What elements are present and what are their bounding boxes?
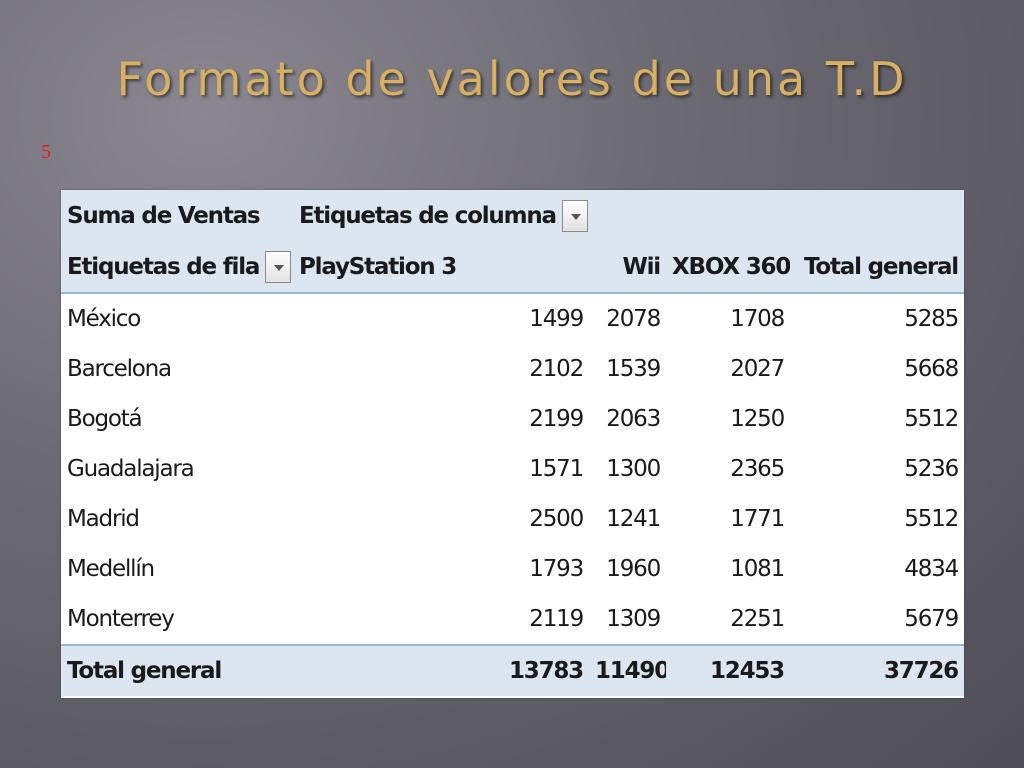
grand-total-value: 12453 — [666, 644, 790, 696]
table-cell: 1793 — [529, 556, 584, 582]
table-cell: 1241 — [606, 506, 661, 532]
row-label: Guadalajara — [67, 456, 195, 482]
table-cell: 1960 — [606, 556, 661, 582]
column-filter-dropdown-icon[interactable] — [561, 199, 588, 232]
grand-total-value: 11490 — [589, 644, 666, 696]
table-cell: 4834 — [904, 556, 959, 582]
row-filter-dropdown-icon[interactable] — [265, 250, 292, 283]
table-row: Guadalajara 1571 1300 2365 5236 — [61, 444, 964, 494]
table-cell: 2119 — [529, 606, 584, 632]
table-cell: 2102 — [529, 356, 584, 382]
row-label: Barcelona — [67, 356, 172, 382]
column-labels-text: Etiquetas de columna — [299, 202, 557, 229]
table-cell: 5285 — [904, 306, 959, 332]
table-cell: 1300 — [606, 456, 661, 482]
table-cell: 1539 — [606, 356, 661, 382]
column-header: Wii — [589, 241, 666, 294]
table-cell: 5668 — [904, 356, 959, 382]
pivot-table: Suma de Ventas Etiquetas de columna Etiq… — [61, 190, 964, 698]
grand-total-row: Total general 13783 11490 12453 37726 — [61, 644, 964, 696]
table-cell: 1571 — [529, 456, 584, 482]
pivot-header-row-1: Suma de Ventas Etiquetas de columna — [61, 190, 964, 241]
table-cell: 1309 — [606, 606, 661, 632]
column-header: XBOX 360 — [666, 241, 790, 294]
table-row: Medellín 1793 1960 1081 4834 — [61, 544, 964, 594]
table-cell: 2078 — [606, 306, 661, 332]
table-cell: 2251 — [730, 606, 785, 632]
table-cell: 5512 — [904, 506, 959, 532]
table-cell: 2063 — [606, 406, 661, 432]
pivot-grid: Suma de Ventas Etiquetas de columna Etiq… — [61, 190, 964, 696]
pivot-body: México 1499 2078 1708 5285 Barcelona 2102 1539 2… — [61, 293, 964, 645]
table-cell: 1771 — [730, 506, 785, 532]
table-cell: 2365 — [730, 456, 785, 482]
table-cell: 2027 — [730, 356, 785, 382]
table-row: Monterrey 2119 1309 2251 5679 — [61, 594, 964, 645]
row-label: Madrid — [67, 506, 140, 532]
row-labels-text: Etiquetas de fila — [67, 253, 260, 280]
column-header: Total general — [790, 241, 964, 294]
row-label: Medellín — [67, 556, 155, 582]
table-row: Bogotá 2199 2063 1250 5512 — [61, 394, 964, 444]
table-cell: 5236 — [904, 456, 959, 482]
values-field-label: Suma de Ventas — [61, 190, 293, 241]
column-header: PlayStation 3 — [293, 241, 589, 294]
table-cell: 1250 — [730, 406, 785, 432]
grand-total-value: 13783 — [293, 644, 589, 696]
table-cell: 1499 — [529, 306, 584, 332]
pivot-header-row-2: Etiquetas de fila PlayStation 3 Wii XBOX… — [61, 241, 964, 294]
grand-total-value: 37726 — [790, 644, 964, 696]
column-labels-cell: Etiquetas de columna — [293, 190, 964, 241]
grand-total-label: Total general — [61, 644, 293, 696]
row-labels-cell: Etiquetas de fila — [61, 241, 293, 294]
table-cell: 1081 — [730, 556, 785, 582]
row-label: Bogotá — [67, 406, 143, 432]
row-label: México — [67, 306, 141, 332]
table-cell: 2500 — [529, 506, 584, 532]
slide-title: Formato de valores de una T.D — [116, 52, 908, 106]
table-cell: 2199 — [529, 406, 584, 432]
slide-number: 5 — [41, 141, 51, 163]
table-row: Madrid 2500 1241 1771 5512 — [61, 494, 964, 544]
table-row: Barcelona 2102 1539 2027 5668 — [61, 344, 964, 394]
table-row: México 1499 2078 1708 5285 — [61, 293, 964, 344]
table-cell: 5679 — [904, 606, 959, 632]
table-cell: 5512 — [904, 406, 959, 432]
table-cell: 1708 — [730, 306, 785, 332]
row-label: Monterrey — [67, 606, 175, 632]
